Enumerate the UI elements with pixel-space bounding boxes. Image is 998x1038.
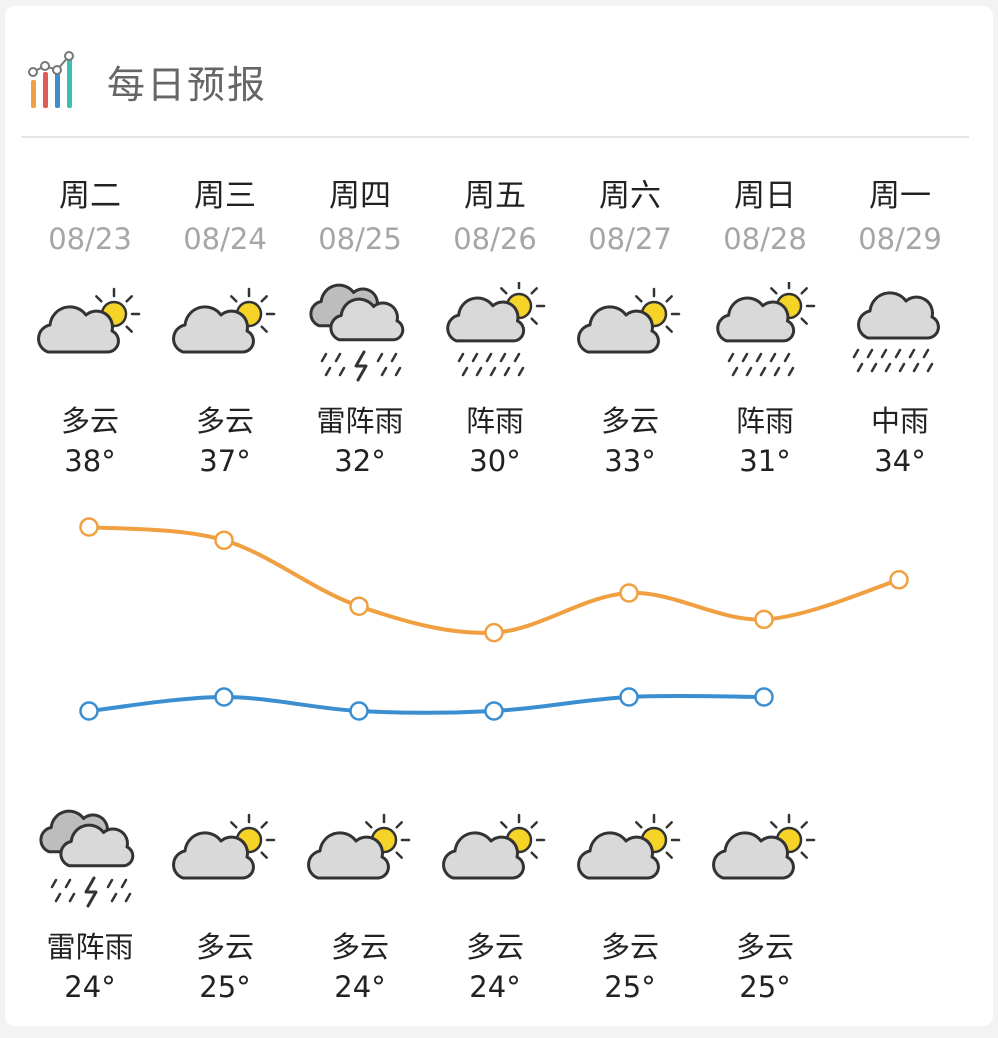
- date-label: 08/27: [588, 222, 672, 256]
- partly-cloudy-icon: [562, 282, 698, 382]
- high-temp-point: [754, 609, 774, 630]
- partly-cloudy-icon: [157, 282, 293, 382]
- low-temp-point: [754, 687, 774, 707]
- high-temp: 33°: [604, 444, 656, 478]
- low-temp: 24°: [64, 970, 116, 1004]
- high-temp-point: [619, 583, 639, 603]
- day-label: 周二: [59, 178, 121, 214]
- moderate-rain-icon: [832, 282, 968, 382]
- night-condition: 多云: [330, 930, 389, 964]
- day-label: 周三: [194, 178, 256, 214]
- low-temp: 24°: [469, 970, 521, 1004]
- low-temp-point: [79, 701, 99, 721]
- night-condition: 多云: [600, 930, 659, 964]
- shower-icon: [427, 279, 563, 382]
- high-temp-point: [214, 530, 234, 550]
- high-temp: 34°: [874, 444, 926, 478]
- high-temp-point: [79, 517, 99, 537]
- high-temp-line: [88, 525, 900, 635]
- day-label: 周四: [329, 178, 391, 214]
- thunder-shower-icon: [292, 282, 428, 382]
- day-condition: 阵雨: [465, 404, 524, 438]
- day-label: 周日: [734, 178, 796, 214]
- shower-icon: [697, 279, 833, 382]
- low-temp: 25°: [199, 970, 251, 1004]
- night-condition: 多云: [465, 930, 524, 964]
- low-temp: 25°: [604, 970, 656, 1004]
- high-temp: 38°: [64, 444, 116, 478]
- card-header: 每日预报: [25, 46, 267, 116]
- day-label: 周六: [599, 178, 661, 214]
- partly-cloudy-icon: [157, 808, 293, 908]
- high-temp: 31°: [739, 444, 791, 478]
- day-condition: 雷阵雨: [316, 404, 404, 438]
- day-label: 周五: [464, 178, 526, 214]
- day-condition: 多云: [600, 404, 659, 438]
- date-label: 08/29: [858, 222, 942, 256]
- day-condition: 多云: [195, 404, 254, 438]
- bar-chart-icon: [28, 51, 74, 108]
- partly-cloudy-icon: [427, 808, 563, 908]
- low-temp-point: [349, 701, 369, 721]
- low-temp-line: [88, 693, 765, 715]
- day-condition: 阵雨: [735, 404, 794, 438]
- day-condition: 多云: [60, 404, 119, 438]
- night-condition: 雷阵雨: [46, 930, 134, 964]
- partly-cloudy-icon: [697, 808, 833, 908]
- header-divider: [21, 136, 969, 138]
- date-label: 08/23: [48, 222, 132, 256]
- high-temp-point: [889, 570, 909, 590]
- high-temp: 32°: [334, 444, 386, 478]
- low-temp-point: [484, 701, 504, 721]
- night-condition: 多云: [735, 930, 794, 964]
- partly-cloudy-icon: [22, 282, 158, 382]
- high-temp-point: [484, 622, 504, 643]
- card-title: 每日预报: [107, 62, 268, 107]
- thunder-shower-icon: [22, 808, 158, 908]
- high-temp-point: [349, 596, 369, 616]
- high-temp: 30°: [469, 444, 521, 478]
- day-condition: 中雨: [870, 404, 929, 438]
- partly-cloudy-icon: [292, 808, 428, 908]
- partly-cloudy-icon: [562, 808, 698, 908]
- date-label: 08/24: [183, 222, 267, 256]
- high-temp: 37°: [199, 444, 251, 478]
- low-temp-point: [619, 687, 639, 707]
- date-label: 08/28: [723, 222, 807, 256]
- low-temp: 25°: [739, 970, 791, 1004]
- night-condition: 多云: [195, 930, 254, 964]
- day-label: 周一: [869, 178, 931, 214]
- date-label: 08/25: [318, 222, 402, 256]
- date-label: 08/26: [453, 222, 537, 256]
- low-temp: 24°: [334, 970, 386, 1004]
- low-temp-point: [214, 687, 234, 707]
